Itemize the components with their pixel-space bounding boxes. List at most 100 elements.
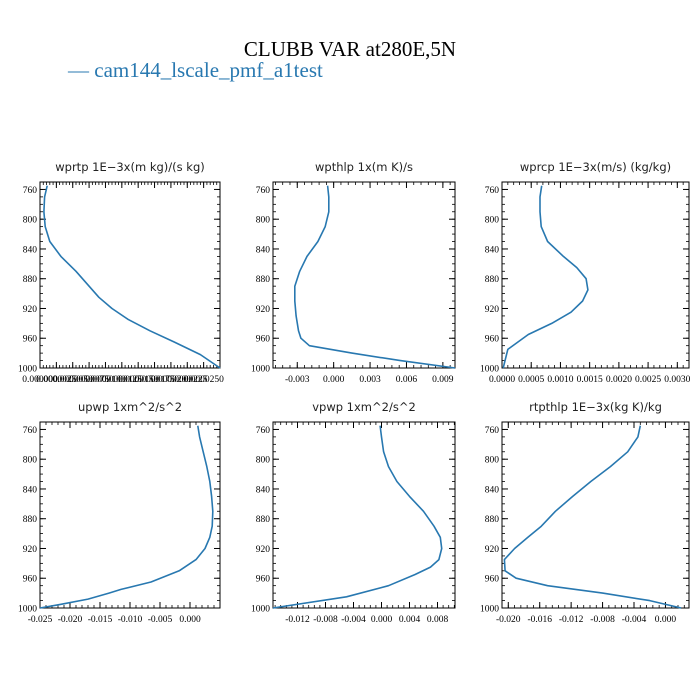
- x-tick-label: 0.0000200: [151, 375, 192, 385]
- y-tick-label: 840: [256, 245, 271, 255]
- x-tick-label: 0.000: [655, 615, 677, 625]
- x-tick-label: 0.006: [396, 375, 418, 385]
- y-tick-label: 880: [23, 275, 38, 285]
- x-tick-label: 0.0025: [635, 375, 661, 385]
- y-tick-label: 920: [23, 305, 38, 315]
- x-tick-label: 0.009: [432, 375, 454, 385]
- y-tick-label: 920: [256, 305, 271, 315]
- series-line: [43, 185, 221, 369]
- y-tick-label: 1000: [480, 365, 499, 375]
- x-tick-label: 0.0005: [518, 375, 544, 385]
- x-tick-label: 0.0000175: [134, 375, 175, 385]
- y-tick-label: 1000: [18, 365, 37, 375]
- y-tick-label: 960: [256, 335, 271, 345]
- y-tick-label: 1000: [18, 605, 37, 615]
- y-tick-label: 1000: [251, 605, 270, 615]
- y-tick-label: 880: [485, 275, 500, 285]
- x-tick-label: 0.0000: [489, 375, 515, 385]
- series-line: [503, 425, 682, 609]
- x-tick-label: -0.020: [58, 615, 83, 625]
- x-tick-label: -0.010: [118, 615, 143, 625]
- y-tick-label: 800: [256, 456, 271, 466]
- series-line: [293, 185, 456, 369]
- y-tick-label: 840: [485, 245, 500, 255]
- x-tick-label: -0.008: [590, 615, 615, 625]
- series-line: [502, 185, 589, 369]
- x-tick-label: 0.0000075: [69, 375, 110, 385]
- x-tick-label: 0.008: [427, 615, 449, 625]
- y-tick-label: 760: [23, 186, 38, 196]
- panel-title: wprcp 1E−3x(m/s) (kg/kg): [520, 160, 671, 174]
- figure-title: CLUBB VAR at280E,5N: [243, 37, 457, 61]
- x-tick-label: 0.0000025: [36, 375, 77, 385]
- x-tick-label: -0.004: [341, 615, 366, 625]
- x-tick-label: 0.0010: [547, 375, 573, 385]
- panel-5: vpwp 1xm^2/s^2 760 800 840 880 920 960 1000 -0.0…: [251, 400, 456, 625]
- x-tick-label: -0.015: [88, 615, 113, 625]
- x-tick-label: -0.012: [285, 615, 310, 625]
- x-tick-label: -0.012: [559, 615, 584, 625]
- y-tick-label: 840: [256, 485, 271, 495]
- plot-frame: [39, 181, 221, 369]
- x-tick-label: -0.008: [313, 615, 338, 625]
- y-tick-label: 880: [256, 275, 271, 285]
- legend-entry: — cam144_lscale_pmf_a1test: [68, 58, 323, 82]
- y-tick-label: 760: [256, 186, 271, 196]
- x-tick-label: 0.0000150: [118, 375, 159, 385]
- y-tick-label: 800: [256, 216, 271, 226]
- y-tick-label: 920: [485, 545, 500, 555]
- x-tick-label: -0.003: [285, 375, 310, 385]
- x-tick-label: -0.016: [527, 615, 552, 625]
- y-tick-label: 920: [23, 545, 38, 555]
- x-tick-label: 0.003: [359, 375, 381, 385]
- panel-title: vpwp 1xm^2/s^2: [312, 400, 416, 414]
- x-tick-label: 0.000000: [22, 375, 58, 385]
- series-line: [39, 425, 214, 609]
- x-tick-label: 0.0000125: [102, 375, 143, 385]
- panel-6: rtpthlp 1E−3x(kg K)/kg 760 800 840 880 920 960…: [480, 400, 690, 625]
- x-tick-label: 0.000: [371, 615, 393, 625]
- y-tick-label: 960: [23, 335, 38, 345]
- y-tick-label: 760: [485, 426, 500, 436]
- series-line: [272, 425, 443, 609]
- panel-title: rtpthlp 1E−3x(kg K)/kg: [529, 400, 662, 414]
- x-tick-label: -0.005: [148, 615, 173, 625]
- y-tick-label: 840: [485, 485, 500, 495]
- plot-frame: [272, 181, 456, 369]
- x-tick-label: 0.0000100: [85, 375, 126, 385]
- plot-frame: [272, 421, 456, 609]
- panel-3: wprcp 1E−3x(m/s) (kg/kg) 760 800 840 880 920 9…: [480, 160, 691, 385]
- y-tick-label: 840: [23, 245, 38, 255]
- y-tick-label: 800: [485, 216, 500, 226]
- y-tick-label: 880: [23, 515, 38, 525]
- x-tick-label: 0.0000250: [183, 375, 224, 385]
- plot-frame: [501, 421, 690, 609]
- y-tick-label: 920: [485, 305, 500, 315]
- x-tick-label: 0.000: [179, 615, 201, 625]
- panel-title: wpthlp 1x(m K)/s: [315, 160, 413, 174]
- y-tick-label: 800: [23, 216, 38, 226]
- panel-1: wprtp 1E−3x(m kg)/(s kg) 760 800 840 880 920 9…: [18, 160, 224, 385]
- plot-frame: [39, 421, 221, 609]
- y-tick-label: 1000: [251, 365, 270, 375]
- x-tick-label: 0.0015: [577, 375, 603, 385]
- y-tick-label: 800: [485, 456, 500, 466]
- x-tick-label: -0.004: [622, 615, 647, 625]
- y-tick-label: 960: [256, 575, 271, 585]
- y-tick-label: 880: [485, 515, 500, 525]
- x-tick-label: 0.0020: [606, 375, 632, 385]
- x-tick-label: 0.0030: [664, 375, 690, 385]
- y-tick-label: 880: [256, 515, 271, 525]
- x-tick-label: 0.0000225: [167, 375, 208, 385]
- x-tick-label: 0.0000050: [53, 375, 94, 385]
- y-tick-label: 760: [485, 186, 500, 196]
- x-tick-label: 0.004: [399, 615, 421, 625]
- y-tick-label: 960: [23, 575, 38, 585]
- y-tick-label: 840: [23, 485, 38, 495]
- y-tick-label: 760: [23, 426, 38, 436]
- y-tick-label: 920: [256, 545, 271, 555]
- y-tick-label: 960: [485, 335, 500, 345]
- x-tick-label: -0.025: [28, 615, 53, 625]
- y-tick-label: 960: [485, 575, 500, 585]
